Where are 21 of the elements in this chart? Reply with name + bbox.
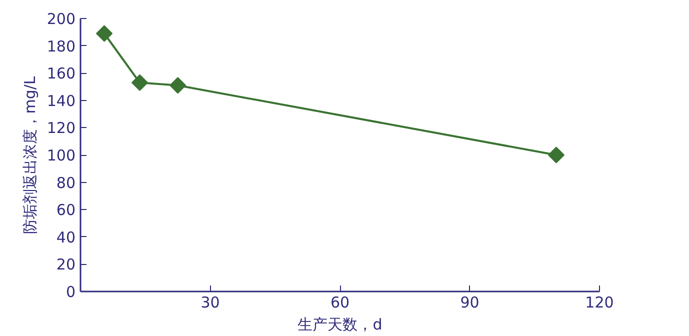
point	[548, 146, 565, 164]
y-tick-label: 180	[46, 37, 76, 56]
y-tick-label: 120	[46, 119, 76, 138]
x-tick-label: 30	[200, 294, 220, 312]
y-tick-label: 200	[46, 10, 76, 28]
x-axis-title: 生产天数，d	[298, 316, 382, 334]
y-tick-label: 100	[46, 146, 76, 164]
y-tick-label: 40	[56, 228, 76, 246]
point	[96, 25, 113, 42]
point	[170, 77, 186, 94]
y-tick-label: 140	[46, 92, 76, 110]
y-tick-label: 60	[56, 201, 76, 220]
y-tick-label: 20	[56, 256, 76, 274]
x-tick-label: 60	[330, 294, 350, 312]
y-tick-label: 0	[66, 283, 76, 301]
y-tick-label: 80	[56, 174, 76, 192]
y-axis-title: 防垢剂返出浓度，mg/L	[20, 76, 39, 234]
x-tick-label: 120	[585, 294, 614, 312]
x-tick-label: 90	[460, 294, 480, 312]
point	[131, 74, 148, 91]
y-tick-label: 160	[46, 64, 76, 83]
